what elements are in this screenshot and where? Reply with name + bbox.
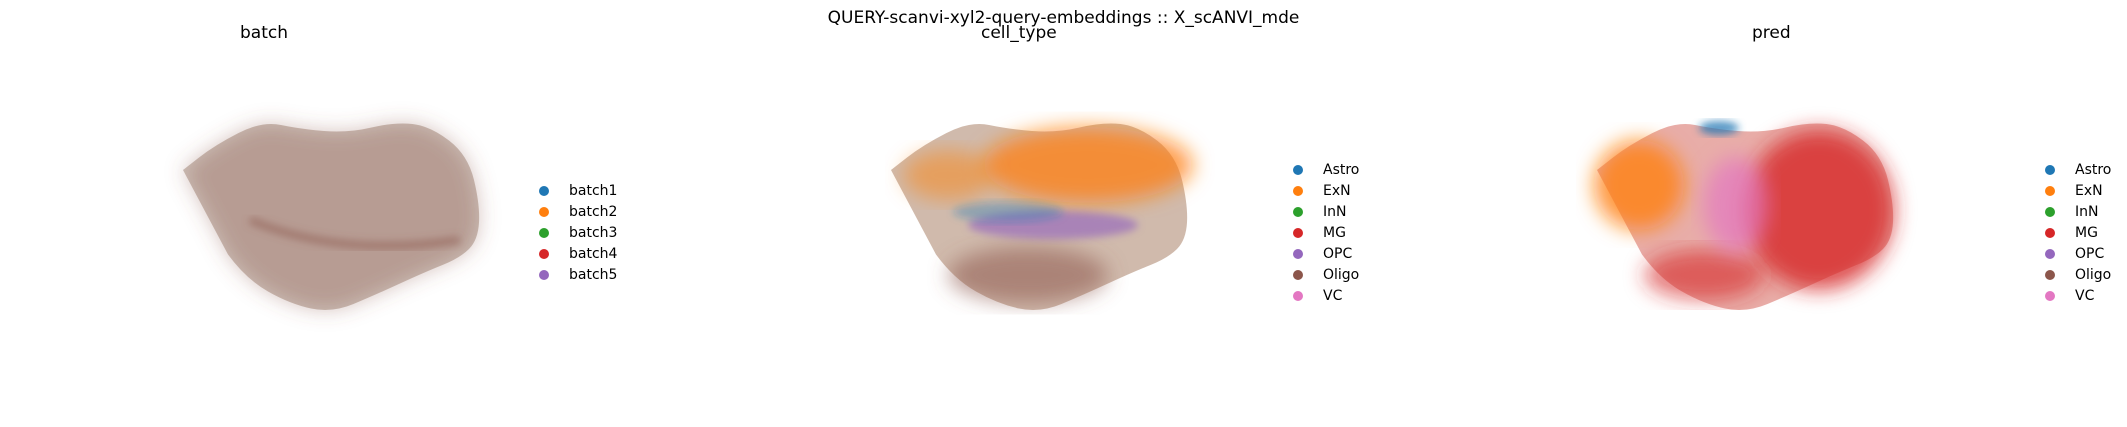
cell-type-legend: Astro ExN InN MG OPC Oligo VC bbox=[1293, 159, 1359, 306]
legend-item: OPC bbox=[1293, 243, 1359, 264]
legend-item: MG bbox=[2045, 222, 2111, 243]
cell-cluster-Astro bbox=[953, 202, 1063, 222]
legend-item: ExN bbox=[1293, 180, 1359, 201]
legend-label: OPC bbox=[1323, 246, 1352, 262]
batch-scatter-panel: batch batch1 batch2 batch3 batch4 batch5 bbox=[0, 0, 709, 427]
legend-item: batch2 bbox=[539, 201, 617, 222]
legend-marker bbox=[1293, 270, 1303, 280]
legend-item: batch3 bbox=[539, 222, 617, 243]
legend-label: ExN bbox=[1323, 183, 1351, 199]
legend-label: batch1 bbox=[569, 183, 617, 199]
cell-cloud-density bbox=[183, 123, 479, 310]
pred-legend: Astro ExN InN MG OPC Oligo VC bbox=[2045, 159, 2111, 306]
batch-legend: batch1 batch2 batch3 batch4 batch5 bbox=[539, 180, 617, 285]
legend-label: batch5 bbox=[569, 267, 617, 283]
legend-label: Oligo bbox=[1323, 267, 1359, 283]
legend-label: Astro bbox=[2075, 162, 2111, 178]
legend-item: batch4 bbox=[539, 243, 617, 264]
legend-label: batch2 bbox=[569, 204, 617, 220]
legend-item: Astro bbox=[2045, 159, 2111, 180]
legend-item: VC bbox=[2045, 285, 2111, 306]
legend-item: batch1 bbox=[539, 180, 617, 201]
legend-item: OPC bbox=[2045, 243, 2111, 264]
legend-label: batch3 bbox=[569, 225, 617, 241]
legend-item: Oligo bbox=[2045, 264, 2111, 285]
legend-label: InN bbox=[1323, 204, 1346, 220]
legend-marker bbox=[1293, 291, 1303, 301]
cell-cluster-ExN bbox=[1594, 140, 1684, 230]
cell-cluster-MG bbox=[1644, 250, 1764, 300]
legend-item: Oligo bbox=[1293, 264, 1359, 285]
legend-item: InN bbox=[1293, 201, 1359, 222]
legend-marker bbox=[2045, 228, 2055, 238]
legend-label: MG bbox=[2075, 225, 2098, 241]
legend-marker bbox=[2045, 207, 2055, 217]
pred-scatter-panel: pred Astro ExN InN MG OPC Oligo VC bbox=[1418, 0, 2127, 427]
legend-label: ExN bbox=[2075, 183, 2103, 199]
legend-item: ExN bbox=[2045, 180, 2111, 201]
legend-item: batch5 bbox=[539, 264, 617, 285]
legend-label: Oligo bbox=[2075, 267, 2111, 283]
cell-cluster-Oligo bbox=[948, 247, 1108, 303]
legend-marker bbox=[1293, 207, 1303, 217]
legend-item: MG bbox=[1293, 222, 1359, 243]
legend-label: Astro bbox=[1323, 162, 1359, 178]
cell-cluster-Astro bbox=[1699, 121, 1739, 135]
legend-marker bbox=[539, 228, 549, 238]
cell-cluster-ExN bbox=[983, 127, 1193, 203]
legend-marker bbox=[539, 249, 549, 259]
legend-marker bbox=[539, 270, 549, 280]
cell-cluster-ExN bbox=[903, 150, 993, 200]
pred-embedding-plot bbox=[1418, 0, 2127, 427]
legend-marker bbox=[2045, 165, 2055, 175]
legend-item: Astro bbox=[1293, 159, 1359, 180]
legend-marker bbox=[1293, 228, 1303, 238]
legend-marker bbox=[1293, 165, 1303, 175]
legend-label: batch4 bbox=[569, 246, 617, 262]
legend-label: InN bbox=[2075, 204, 2098, 220]
cell-cluster-VC bbox=[1704, 157, 1768, 253]
legend-item: InN bbox=[2045, 201, 2111, 222]
legend-label: VC bbox=[2075, 288, 2094, 304]
legend-marker bbox=[1293, 249, 1303, 259]
legend-marker bbox=[2045, 270, 2055, 280]
legend-label: OPC bbox=[2075, 246, 2104, 262]
legend-label: VC bbox=[1323, 288, 1342, 304]
legend-label: MG bbox=[1323, 225, 1346, 241]
legend-marker bbox=[539, 186, 549, 196]
legend-marker bbox=[1293, 186, 1303, 196]
legend-marker bbox=[539, 207, 549, 217]
legend-marker bbox=[2045, 186, 2055, 196]
legend-marker bbox=[2045, 291, 2055, 301]
legend-item: VC bbox=[1293, 285, 1359, 306]
cell-type-scatter-panel: cell_type Astro ExN InN MG OPC Oligo VC bbox=[709, 0, 1418, 427]
legend-marker bbox=[2045, 249, 2055, 259]
